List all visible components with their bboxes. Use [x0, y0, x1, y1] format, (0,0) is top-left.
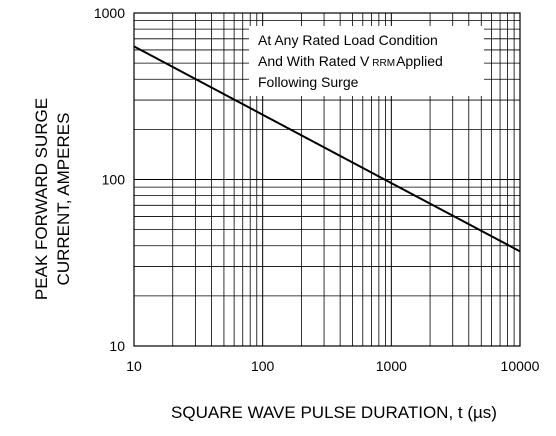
plot-frame	[133, 12, 521, 347]
annotation-box	[249, 26, 484, 96]
y-tick-labels: 10 100 1000	[94, 5, 125, 354]
annotation-line-2-suffix: Applied	[396, 53, 443, 69]
series-line-0	[133, 45, 521, 253]
annotation-line-2: And With Rated V RRMApplied	[258, 53, 443, 69]
annotation-line-1: At Any Rated Load Condition	[258, 32, 438, 48]
annotation-line-2-subscript: RRM	[372, 58, 395, 69]
series-group	[133, 45, 521, 253]
x-axis-title: SQUARE WAVE PULSE DURATION, t (µs)	[171, 403, 497, 422]
x-tick-labels: 10 100 1000 10000	[126, 358, 539, 374]
y-tick-label: 100	[102, 172, 126, 188]
y-axis-title-line-1: PEAK FORWARD SURGE	[32, 98, 51, 300]
annotation-line-3: Following Surge	[258, 74, 359, 90]
y-axis-title-line-2: CURRENT, AMPERES	[54, 113, 73, 286]
x-tick-label: 10	[126, 358, 142, 374]
annotation-line-2-prefix: And With Rated V	[258, 53, 370, 69]
y-tick-label: 1000	[94, 5, 125, 21]
x-tick-label: 10000	[501, 358, 540, 374]
y-tick-label: 10	[109, 338, 125, 354]
x-tick-label: 1000	[376, 358, 407, 374]
x-tick-label: 100	[251, 358, 275, 374]
